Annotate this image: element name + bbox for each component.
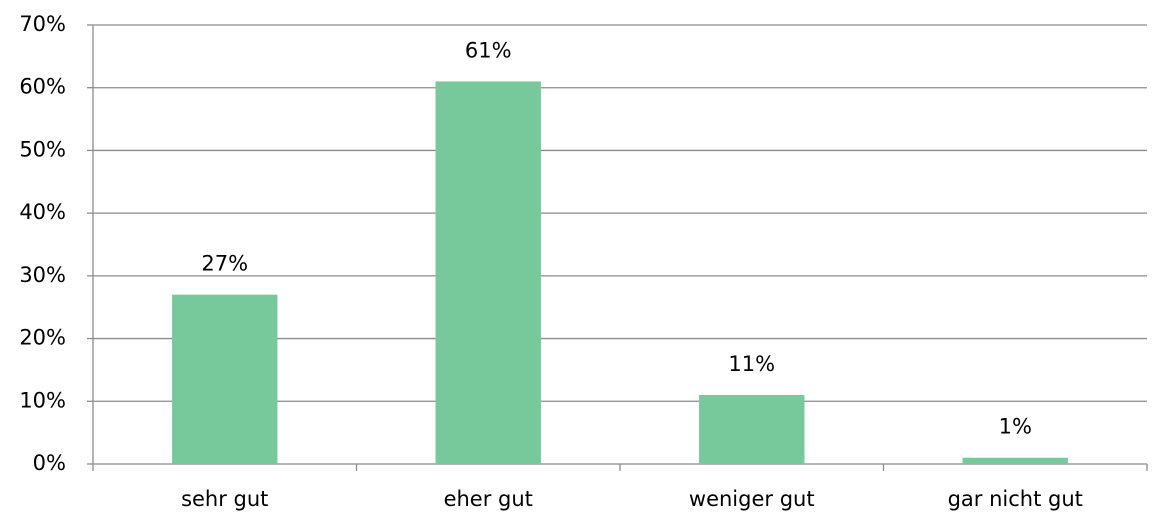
y-tick-label: 10% <box>19 388 66 412</box>
bar <box>699 395 805 464</box>
data-label: 11% <box>728 352 775 376</box>
x-tick-label: weniger gut <box>689 487 815 511</box>
x-tick-label: eher gut <box>444 487 533 511</box>
y-tick-label: 30% <box>19 263 66 287</box>
bar <box>172 294 278 464</box>
y-tick-label: 40% <box>19 200 66 224</box>
y-tick-label: 50% <box>19 137 66 161</box>
y-tick-label: 70% <box>19 12 66 36</box>
bar <box>435 81 541 464</box>
y-tick-label: 0% <box>33 451 66 475</box>
x-tick-label: gar nicht gut <box>948 487 1083 511</box>
x-tick-label: sehr gut <box>181 487 268 511</box>
y-tick-label: 20% <box>19 326 66 350</box>
data-label: 1% <box>999 415 1032 439</box>
bar <box>962 457 1068 464</box>
data-label: 61% <box>465 38 512 62</box>
y-tick-label: 60% <box>19 75 66 99</box>
data-label: 27% <box>201 252 248 276</box>
